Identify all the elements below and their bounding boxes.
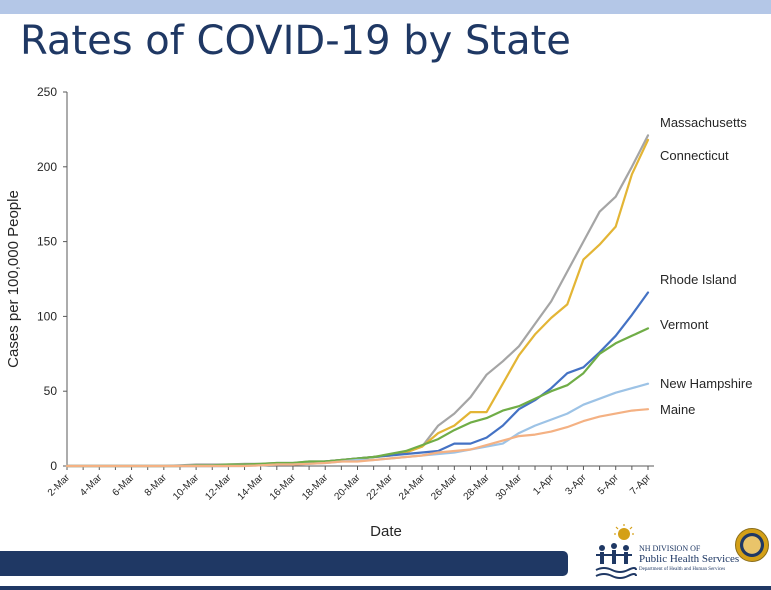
bottom-line bbox=[0, 586, 771, 590]
x-tick-label: 20-Mar bbox=[332, 472, 363, 503]
series-line-rhode-island bbox=[65, 291, 650, 468]
legend-label-connecticut: Connecticut bbox=[660, 148, 729, 163]
y-tick-label: 150 bbox=[37, 235, 57, 249]
x-tick-label: 22-Mar bbox=[365, 472, 396, 503]
logo-line-division: NH DIVISION OF bbox=[639, 544, 701, 553]
nh-dphs-logo: NH DIVISION OF Public Health Services De… bbox=[594, 524, 744, 586]
x-tick-label: 7-Apr bbox=[628, 472, 654, 498]
line-chart: 0 50 100 150 200 250 2-Mar 4-Mar 6-Mar 8-Mar 10-M… bbox=[5, 85, 752, 540]
x-tick-label: 4-Mar bbox=[78, 472, 105, 499]
x-axis-label: Date bbox=[370, 523, 402, 540]
series-line-vermont bbox=[65, 327, 650, 468]
x-tick-label: 10-Mar bbox=[171, 472, 202, 503]
family-sun-icon bbox=[595, 524, 637, 579]
legend-label-massachusetts: Massachusetts bbox=[660, 115, 747, 130]
legend-label-maine: Maine bbox=[660, 402, 695, 417]
x-tick-label: 6-Mar bbox=[110, 472, 137, 499]
x-tick-label: 28-Mar bbox=[462, 472, 493, 503]
y-tick-label: 250 bbox=[37, 85, 57, 99]
x-tick-label: 26-Mar bbox=[429, 472, 460, 503]
x-tick-label: 5-Apr bbox=[596, 472, 622, 498]
footer-bar bbox=[0, 551, 568, 576]
state-seal-icon bbox=[735, 528, 769, 562]
x-tick-label: 16-Mar bbox=[268, 472, 299, 503]
x-tick-label: 30-Mar bbox=[494, 472, 525, 503]
x-axis: 2-Mar 4-Mar 6-Mar 8-Mar 10-Mar 12-Mar 14-Mar 16… bbox=[46, 465, 654, 503]
top-accent-bar bbox=[0, 0, 771, 14]
y-tick-label: 50 bbox=[44, 384, 58, 398]
legend-labels: Massachusetts Connecticut Rhode Island Verm… bbox=[660, 115, 752, 417]
logo-line-phs: Public Health Services bbox=[639, 553, 740, 565]
page-title: Rates of COVID-19 by State bbox=[20, 18, 571, 64]
x-tick-label: 14-Mar bbox=[236, 472, 267, 503]
legend-label-new-hampshire: New Hampshire bbox=[660, 376, 752, 391]
x-tick-label: 1-Apr bbox=[531, 472, 557, 498]
x-tick-label: 24-Mar bbox=[397, 472, 428, 503]
y-tick-label: 100 bbox=[37, 309, 57, 323]
legend-label-vermont: Vermont bbox=[660, 317, 709, 332]
y-axis: 0 50 100 150 200 250 bbox=[37, 85, 68, 473]
logo-line-dhhs: Department of Health and Human Services bbox=[639, 567, 726, 572]
y-tick-label: 0 bbox=[50, 459, 57, 473]
legend-label-rhode-island: Rhode Island bbox=[660, 272, 737, 287]
y-tick-label: 200 bbox=[37, 160, 57, 174]
x-tick-label: 3-Apr bbox=[563, 472, 589, 498]
x-tick-label: 2-Mar bbox=[46, 472, 73, 499]
x-tick-label: 12-Mar bbox=[203, 472, 234, 503]
series-line-maine bbox=[65, 408, 650, 468]
series-line-new-hampshire bbox=[65, 382, 650, 468]
x-tick-label: 18-Mar bbox=[300, 472, 331, 503]
y-axis-label: Cases per 100,000 People bbox=[5, 190, 22, 368]
series-layer bbox=[65, 134, 650, 468]
x-tick-label: 8-Mar bbox=[143, 472, 170, 499]
